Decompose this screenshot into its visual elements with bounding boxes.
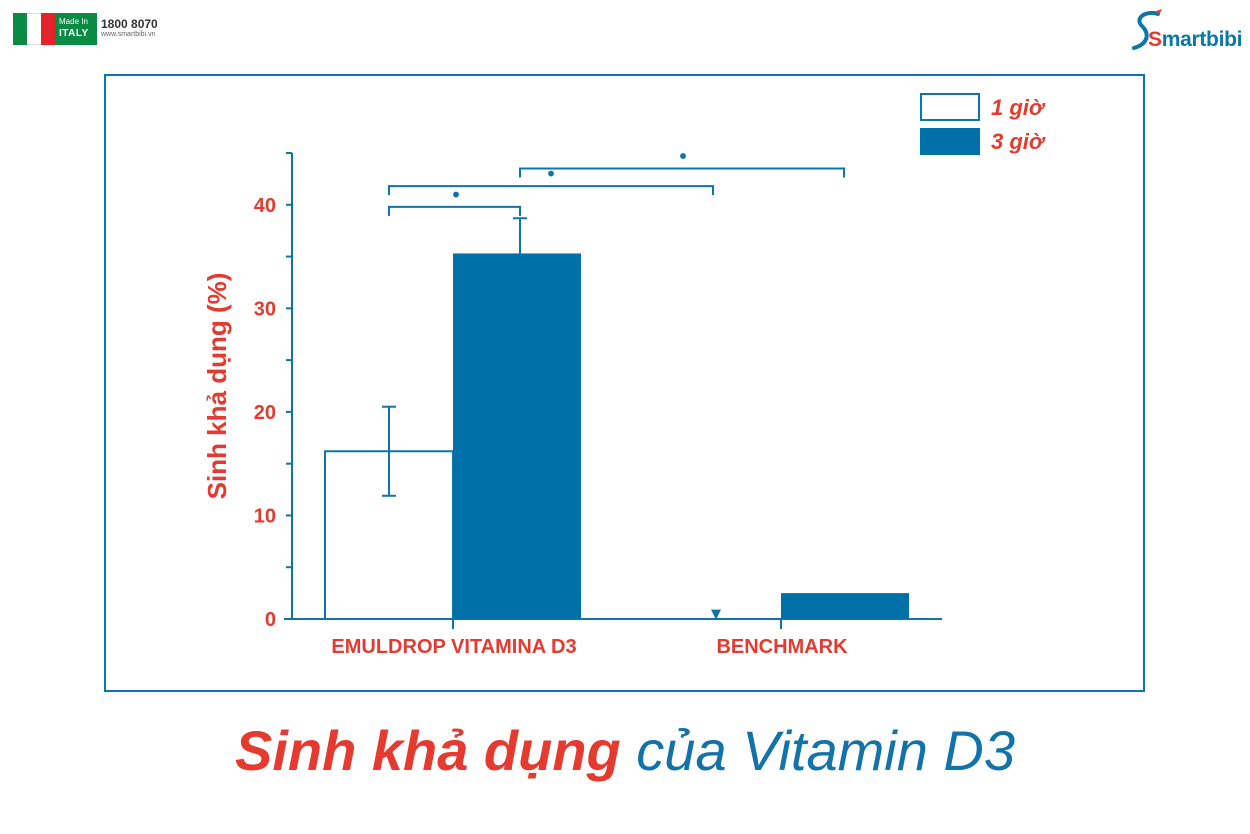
y-tick-label: 0 [265,609,276,631]
swirl-logo-icon [1132,9,1162,50]
significance-marker: • [545,162,557,186]
flag-white-stripe [27,13,41,45]
page-caption: Sinh khả dụng của Vitamin D3 [0,718,1250,783]
y-tick-label: 10 [254,505,276,527]
significance-bracket [388,185,714,196]
y-tick-label: 20 [254,402,276,424]
significance-bracket [388,205,521,216]
smartbibi-logo: Smartbibi [1128,8,1246,54]
made-in-label: Made In ITALY [55,13,97,45]
bar-2-3-giờ [781,593,909,619]
caption-bold: Sinh khả dụng [234,719,621,782]
flag-red-stripe [41,13,55,45]
legend-swatch-outline [920,93,980,121]
made-in-line2: ITALY [59,28,89,39]
legend-swatch-filled [920,128,980,155]
significance-marker: • [677,145,689,169]
x-tick-label: EMULDROP VITAMINA D3 [331,636,576,658]
chart-frame: 0 10 20 30 40 Sinh khả dụng (%) EMULDROP VITAM… [104,74,1145,692]
brand-rest: martbibi [1161,28,1243,51]
made-in-italy-badge: Made In ITALY [13,13,97,45]
x-tick-label: BENCHMARK [716,636,848,658]
y-axis-label: Sinh khả dụng (%) [202,273,232,500]
legend-label: 3 giờ [991,129,1046,154]
y-tick-label: 40 [254,195,276,217]
brand-wordmark: Smartbibi [1148,28,1242,52]
legend-label: 1 giờ [991,95,1046,120]
hotline-number: 1800 8070 [101,17,158,31]
significance-marker: • [450,183,462,207]
bar-chart: 0 10 20 30 40 Sinh khả dụng (%) EMULDROP VITAM… [202,93,1046,658]
brand-initial: S [1148,28,1162,51]
flag-green-stripe [13,13,27,45]
caption-regular: của Vitamin D3 [620,719,1016,782]
significance-bracket [519,167,845,178]
made-in-line1: Made In [59,17,88,26]
website-url: www.smartbibi.vn [101,31,156,38]
down-triangle-marker: ▼ [711,607,721,622]
y-tick-label: 30 [254,298,276,320]
bar-1-3-giờ [453,253,581,619]
